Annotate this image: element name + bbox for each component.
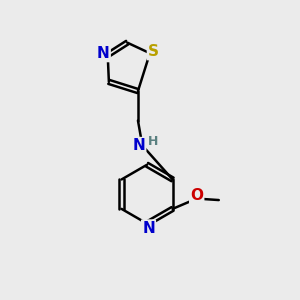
Text: S: S <box>148 44 159 59</box>
Text: H: H <box>148 135 159 148</box>
Text: N: N <box>97 46 110 61</box>
Text: N: N <box>142 220 155 236</box>
Text: O: O <box>190 188 203 203</box>
Text: N: N <box>133 138 145 153</box>
